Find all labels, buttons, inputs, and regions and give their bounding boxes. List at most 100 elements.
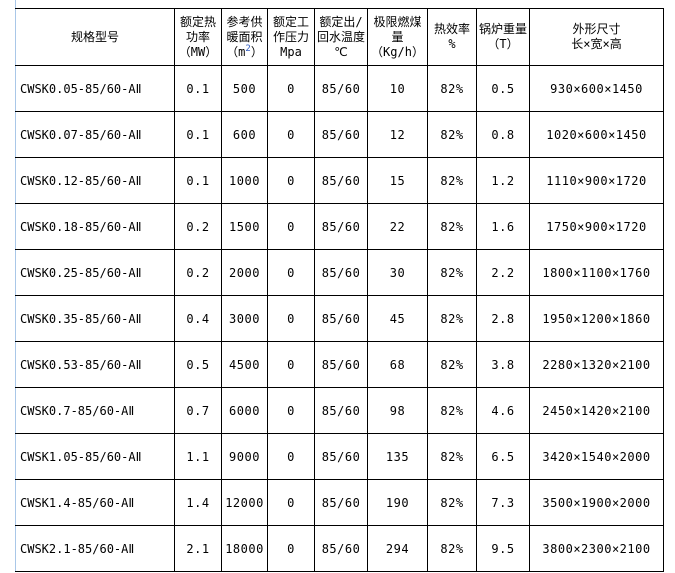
table-row: CWSK1.05-85/60-AⅡ 1.1 9000 0 85/60 135 82% 6.5 3… bbox=[15, 433, 664, 480]
data-cell: 0 bbox=[267, 525, 315, 572]
data-cell: 82% bbox=[427, 525, 477, 572]
data-cell: 1.1 bbox=[174, 433, 222, 480]
data-cell: 82% bbox=[427, 157, 477, 204]
data-cell: 15 bbox=[367, 157, 428, 204]
table-row: CWSK0.25-85/60-AⅡ 0.2 2000 0 85/60 30 82% 2.2 18… bbox=[15, 249, 664, 296]
data-cell: 10 bbox=[367, 65, 428, 112]
data-cell: 2.8 bbox=[476, 295, 530, 342]
data-cell: 294 bbox=[367, 525, 428, 572]
data-cell: 0 bbox=[267, 295, 315, 342]
data-cell: 12000 bbox=[221, 479, 268, 526]
table-row: CWSK0.12-85/60-AⅡ 0.1 1000 0 85/60 15 82% 1.2 11… bbox=[15, 157, 664, 204]
data-cell: 68 bbox=[367, 341, 428, 388]
data-cell: 82% bbox=[427, 295, 477, 342]
column-header: 极限燃煤 量 （Kg/h） bbox=[367, 8, 428, 66]
column-header: 外形尺寸 长×宽×高 bbox=[529, 8, 664, 66]
column-header: 额定热 功率 （MW） bbox=[174, 8, 222, 66]
data-cell: 82% bbox=[427, 387, 477, 434]
data-cell: 4.6 bbox=[476, 387, 530, 434]
data-cell: 30 bbox=[367, 249, 428, 296]
data-cell: 1000 bbox=[221, 157, 268, 204]
data-cell: 0 bbox=[267, 65, 315, 112]
column-header: 额定工 作压力 Mpa bbox=[267, 8, 315, 66]
table-row: CWSK0.05-85/60-AⅡ 0.1 500 0 85/60 10 82% 0.5 930… bbox=[15, 65, 664, 112]
data-cell: 0.5 bbox=[174, 341, 222, 388]
header-row: 规格型号 额定热 功率 （MW） 参考供 暖面积 （m2） 额定工 作压力 Mpa 额定… bbox=[15, 8, 664, 66]
table-row: CWSK0.07-85/60-AⅡ 0.1 600 0 85/60 12 82% 0.8 102… bbox=[15, 111, 664, 158]
data-cell: 9.5 bbox=[476, 525, 530, 572]
data-cell: 0.7 bbox=[174, 387, 222, 434]
data-cell: 500 bbox=[221, 65, 268, 112]
data-cell: 82% bbox=[427, 479, 477, 526]
data-cell: 85/60 bbox=[314, 387, 368, 434]
data-cell: 85/60 bbox=[314, 341, 368, 388]
data-cell: 85/60 bbox=[314, 249, 368, 296]
data-cell: 930×600×1450 bbox=[529, 65, 664, 112]
data-cell: 85/60 bbox=[314, 479, 368, 526]
column-header: 锅炉重量 （T） bbox=[476, 8, 530, 66]
table-row: CWSK0.53-85/60-AⅡ 0.5 4500 0 85/60 68 82% 3.8 22… bbox=[15, 341, 664, 388]
data-cell: 0.1 bbox=[174, 111, 222, 158]
data-cell: 0.2 bbox=[174, 249, 222, 296]
data-cell: 9000 bbox=[221, 433, 268, 480]
data-cell: 1.2 bbox=[476, 157, 530, 204]
data-cell: 1750×900×1720 bbox=[529, 203, 664, 250]
column-header: 规格型号 bbox=[15, 8, 175, 66]
model-cell: CWSK0.12-85/60-AⅡ bbox=[15, 157, 175, 204]
data-cell: 82% bbox=[427, 341, 477, 388]
model-cell: CWSK0.18-85/60-AⅡ bbox=[15, 203, 175, 250]
data-cell: 0 bbox=[267, 433, 315, 480]
table-row: CWSK0.7-85/60-AⅡ 0.7 6000 0 85/60 98 82% 4.6 245… bbox=[15, 387, 664, 434]
data-cell: 85/60 bbox=[314, 157, 368, 204]
table-row: CWSK1.4-85/60-AⅡ 1.4 12000 0 85/60 190 82% 7.3 3… bbox=[15, 479, 664, 526]
data-cell: 135 bbox=[367, 433, 428, 480]
data-cell: 0.5 bbox=[476, 65, 530, 112]
data-cell: 45 bbox=[367, 295, 428, 342]
data-cell: 0.1 bbox=[174, 157, 222, 204]
data-cell: 190 bbox=[367, 479, 428, 526]
data-cell: 82% bbox=[427, 111, 477, 158]
data-cell: 18000 bbox=[221, 525, 268, 572]
data-cell: 85/60 bbox=[314, 111, 368, 158]
data-cell: 4500 bbox=[221, 341, 268, 388]
column-header: 热效率 % bbox=[427, 8, 477, 66]
data-cell: 0 bbox=[267, 249, 315, 296]
superscript-2: 2 bbox=[245, 43, 251, 54]
data-cell: 82% bbox=[427, 203, 477, 250]
data-cell: 6000 bbox=[221, 387, 268, 434]
data-cell: 3.8 bbox=[476, 341, 530, 388]
data-cell: 2.2 bbox=[476, 249, 530, 296]
model-cell: CWSK0.07-85/60-AⅡ bbox=[15, 111, 175, 158]
data-cell: 22 bbox=[367, 203, 428, 250]
model-cell: CWSK0.35-85/60-AⅡ bbox=[15, 295, 175, 342]
data-cell: 0.8 bbox=[476, 111, 530, 158]
data-cell: 1.4 bbox=[174, 479, 222, 526]
data-cell: 85/60 bbox=[314, 295, 368, 342]
data-cell: 3420×1540×2000 bbox=[529, 433, 664, 480]
data-cell: 82% bbox=[427, 65, 477, 112]
model-cell: CWSK1.4-85/60-AⅡ bbox=[15, 479, 175, 526]
data-cell: 85/60 bbox=[314, 433, 368, 480]
data-cell: 0 bbox=[267, 341, 315, 388]
data-cell: 600 bbox=[221, 111, 268, 158]
data-cell: 3500×1900×2000 bbox=[529, 479, 664, 526]
data-cell: 7.3 bbox=[476, 479, 530, 526]
model-cell: CWSK2.1-85/60-AⅡ bbox=[15, 525, 175, 572]
data-cell: 6.5 bbox=[476, 433, 530, 480]
data-cell: 0.2 bbox=[174, 203, 222, 250]
column-header: 参考供 暖面积 （m2） bbox=[221, 8, 268, 66]
data-cell: 2450×1420×2100 bbox=[529, 387, 664, 434]
data-cell: 1950×1200×1860 bbox=[529, 295, 664, 342]
data-cell: 0 bbox=[267, 387, 315, 434]
column-header: 额定出/ 回水温度 ℃ bbox=[314, 8, 368, 66]
table-header: 规格型号 额定热 功率 （MW） 参考供 暖面积 （m2） 额定工 作压力 Mpa 额定… bbox=[15, 8, 664, 66]
data-cell: 0.4 bbox=[174, 295, 222, 342]
data-cell: 1800×1100×1760 bbox=[529, 249, 664, 296]
data-cell: 82% bbox=[427, 249, 477, 296]
data-cell: 85/60 bbox=[314, 203, 368, 250]
data-cell: 2000 bbox=[221, 249, 268, 296]
model-cell: CWSK0.05-85/60-AⅡ bbox=[15, 65, 175, 112]
model-cell: CWSK0.53-85/60-AⅡ bbox=[15, 341, 175, 388]
data-cell: 82% bbox=[427, 433, 477, 480]
data-cell: 0 bbox=[267, 111, 315, 158]
